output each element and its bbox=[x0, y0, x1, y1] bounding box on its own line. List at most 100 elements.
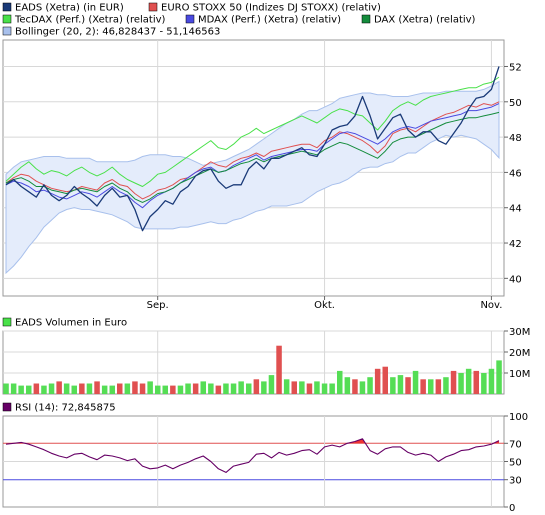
price-series-line bbox=[5, 76, 500, 187]
volume-bar bbox=[18, 385, 24, 394]
rsi-swatch bbox=[2, 402, 12, 412]
volume-bar bbox=[10, 383, 17, 394]
volume-bar bbox=[63, 383, 70, 394]
volume-bar bbox=[428, 379, 434, 394]
price-panel: 40 42 44 46 48 50 52 Sep. Okt. Nov. bbox=[2, 39, 522, 311]
volume-bar bbox=[420, 379, 426, 394]
volume-bar bbox=[352, 379, 358, 394]
volume-bar bbox=[48, 383, 55, 394]
rsi-series-line bbox=[5, 438, 500, 473]
volume-y-tick-label: 20M bbox=[509, 348, 530, 359]
price-series-line bbox=[5, 101, 500, 200]
volume-bar bbox=[177, 385, 184, 394]
volume-bar bbox=[337, 370, 343, 394]
rsi-line bbox=[5, 438, 500, 473]
legend-swatch-mdax bbox=[185, 14, 195, 24]
rsi-title: RSI (14): 72,845875 bbox=[15, 403, 116, 414]
price-y-tick-label: 42 bbox=[509, 239, 522, 250]
volume-bar bbox=[496, 360, 502, 394]
volume-bar bbox=[299, 381, 305, 394]
price-series-line bbox=[5, 66, 500, 232]
price-y-tick-label: 44 bbox=[509, 204, 522, 215]
bollinger-band bbox=[5, 80, 500, 275]
volume-bar bbox=[397, 375, 404, 394]
volume-bar bbox=[86, 383, 93, 394]
volume-y-axis: 10M 20M 30M bbox=[504, 327, 530, 380]
volume-bar bbox=[367, 377, 373, 394]
volume-panel: EADS Volumen in Euro 10M 20M 30M bbox=[2, 317, 530, 395]
volume-bar bbox=[109, 385, 115, 394]
legend-label-eads: EADS (Xetra) (in EUR) bbox=[15, 3, 124, 14]
volume-bar bbox=[268, 375, 275, 394]
volume-bar bbox=[321, 383, 328, 394]
rsi-y-tick-label: 50 bbox=[509, 458, 522, 469]
legend-swatch-eads bbox=[2, 2, 12, 12]
price-y-tick-label: 52 bbox=[509, 62, 522, 73]
price-y-tick-label: 46 bbox=[509, 168, 522, 179]
volume-bar bbox=[412, 370, 419, 394]
volume-bars bbox=[3, 345, 502, 394]
volume-bar bbox=[139, 383, 146, 394]
legend-swatch-bollinger bbox=[2, 26, 12, 36]
volume-bar bbox=[481, 373, 487, 394]
volume-bar bbox=[473, 370, 479, 394]
rsi-y-tick-label: 70 bbox=[509, 439, 522, 450]
volume-bar bbox=[314, 381, 320, 394]
legend-swatch-eurostoxx bbox=[148, 2, 158, 12]
volume-bar bbox=[405, 377, 411, 394]
volume-bar bbox=[291, 381, 297, 394]
price-x-axis: Sep. Okt. Nov. bbox=[147, 296, 502, 311]
volume-y-tick-label: 10M bbox=[509, 369, 530, 380]
price-x-tick-label: Okt. bbox=[314, 300, 335, 311]
volume-bar bbox=[41, 385, 47, 394]
volume-grid bbox=[3, 330, 504, 394]
volume-swatch bbox=[2, 317, 12, 327]
rsi-panel: RSI (14): 72,845875 0 30 50 70 100 bbox=[2, 402, 528, 514]
volume-bar bbox=[215, 385, 222, 394]
volume-bar bbox=[117, 383, 123, 394]
volume-bar bbox=[208, 383, 214, 394]
volume-bar bbox=[329, 383, 335, 394]
volume-bar bbox=[223, 383, 229, 394]
volume-bar bbox=[79, 383, 85, 394]
rsi-y-tick-label: 0 bbox=[509, 503, 515, 514]
volume-bar bbox=[390, 377, 396, 394]
legend-label-bollinger: Bollinger (20, 2): 46,828437 - 51,146563 bbox=[15, 27, 220, 38]
volume-bar bbox=[238, 381, 244, 394]
price-y-axis: 40 42 44 46 48 50 52 bbox=[504, 62, 522, 285]
volume-bar bbox=[71, 385, 77, 394]
volume-bar bbox=[162, 385, 168, 394]
volume-bar bbox=[147, 381, 153, 394]
volume-bar bbox=[200, 381, 206, 394]
volume-bar bbox=[450, 370, 457, 394]
volume-bar bbox=[94, 381, 100, 394]
volume-bar bbox=[185, 383, 191, 394]
volume-title: EADS Volumen in Euro bbox=[15, 318, 127, 329]
volume-bar bbox=[26, 385, 32, 394]
volume-bar bbox=[465, 368, 472, 394]
volume-bar bbox=[458, 373, 464, 394]
legend-label-tecdax: TecDAX (Perf.) (Xetra) (relativ) bbox=[14, 15, 166, 26]
volume-bar bbox=[230, 383, 237, 394]
rsi-y-axis: 0 30 50 70 100 bbox=[504, 412, 528, 514]
volume-bar bbox=[488, 368, 495, 394]
volume-bar bbox=[253, 379, 260, 394]
legend-swatch-tecdax bbox=[2, 14, 12, 24]
volume-bar bbox=[124, 383, 131, 394]
price-y-tick-label: 48 bbox=[509, 133, 522, 144]
volume-bar bbox=[344, 377, 351, 394]
volume-bar bbox=[283, 379, 290, 394]
legend-swatch-dax bbox=[361, 14, 371, 24]
volume-bar bbox=[3, 383, 9, 394]
volume-bar bbox=[155, 385, 161, 394]
volume-bar bbox=[374, 368, 381, 394]
volume-bar bbox=[192, 383, 199, 394]
volume-bar bbox=[359, 381, 366, 394]
volume-bar bbox=[101, 385, 108, 394]
volume-bar bbox=[276, 345, 282, 394]
price-series-line bbox=[5, 103, 500, 209]
volume-bar bbox=[33, 383, 40, 394]
volume-bar bbox=[246, 383, 252, 394]
price-y-tick-label: 50 bbox=[509, 98, 522, 109]
